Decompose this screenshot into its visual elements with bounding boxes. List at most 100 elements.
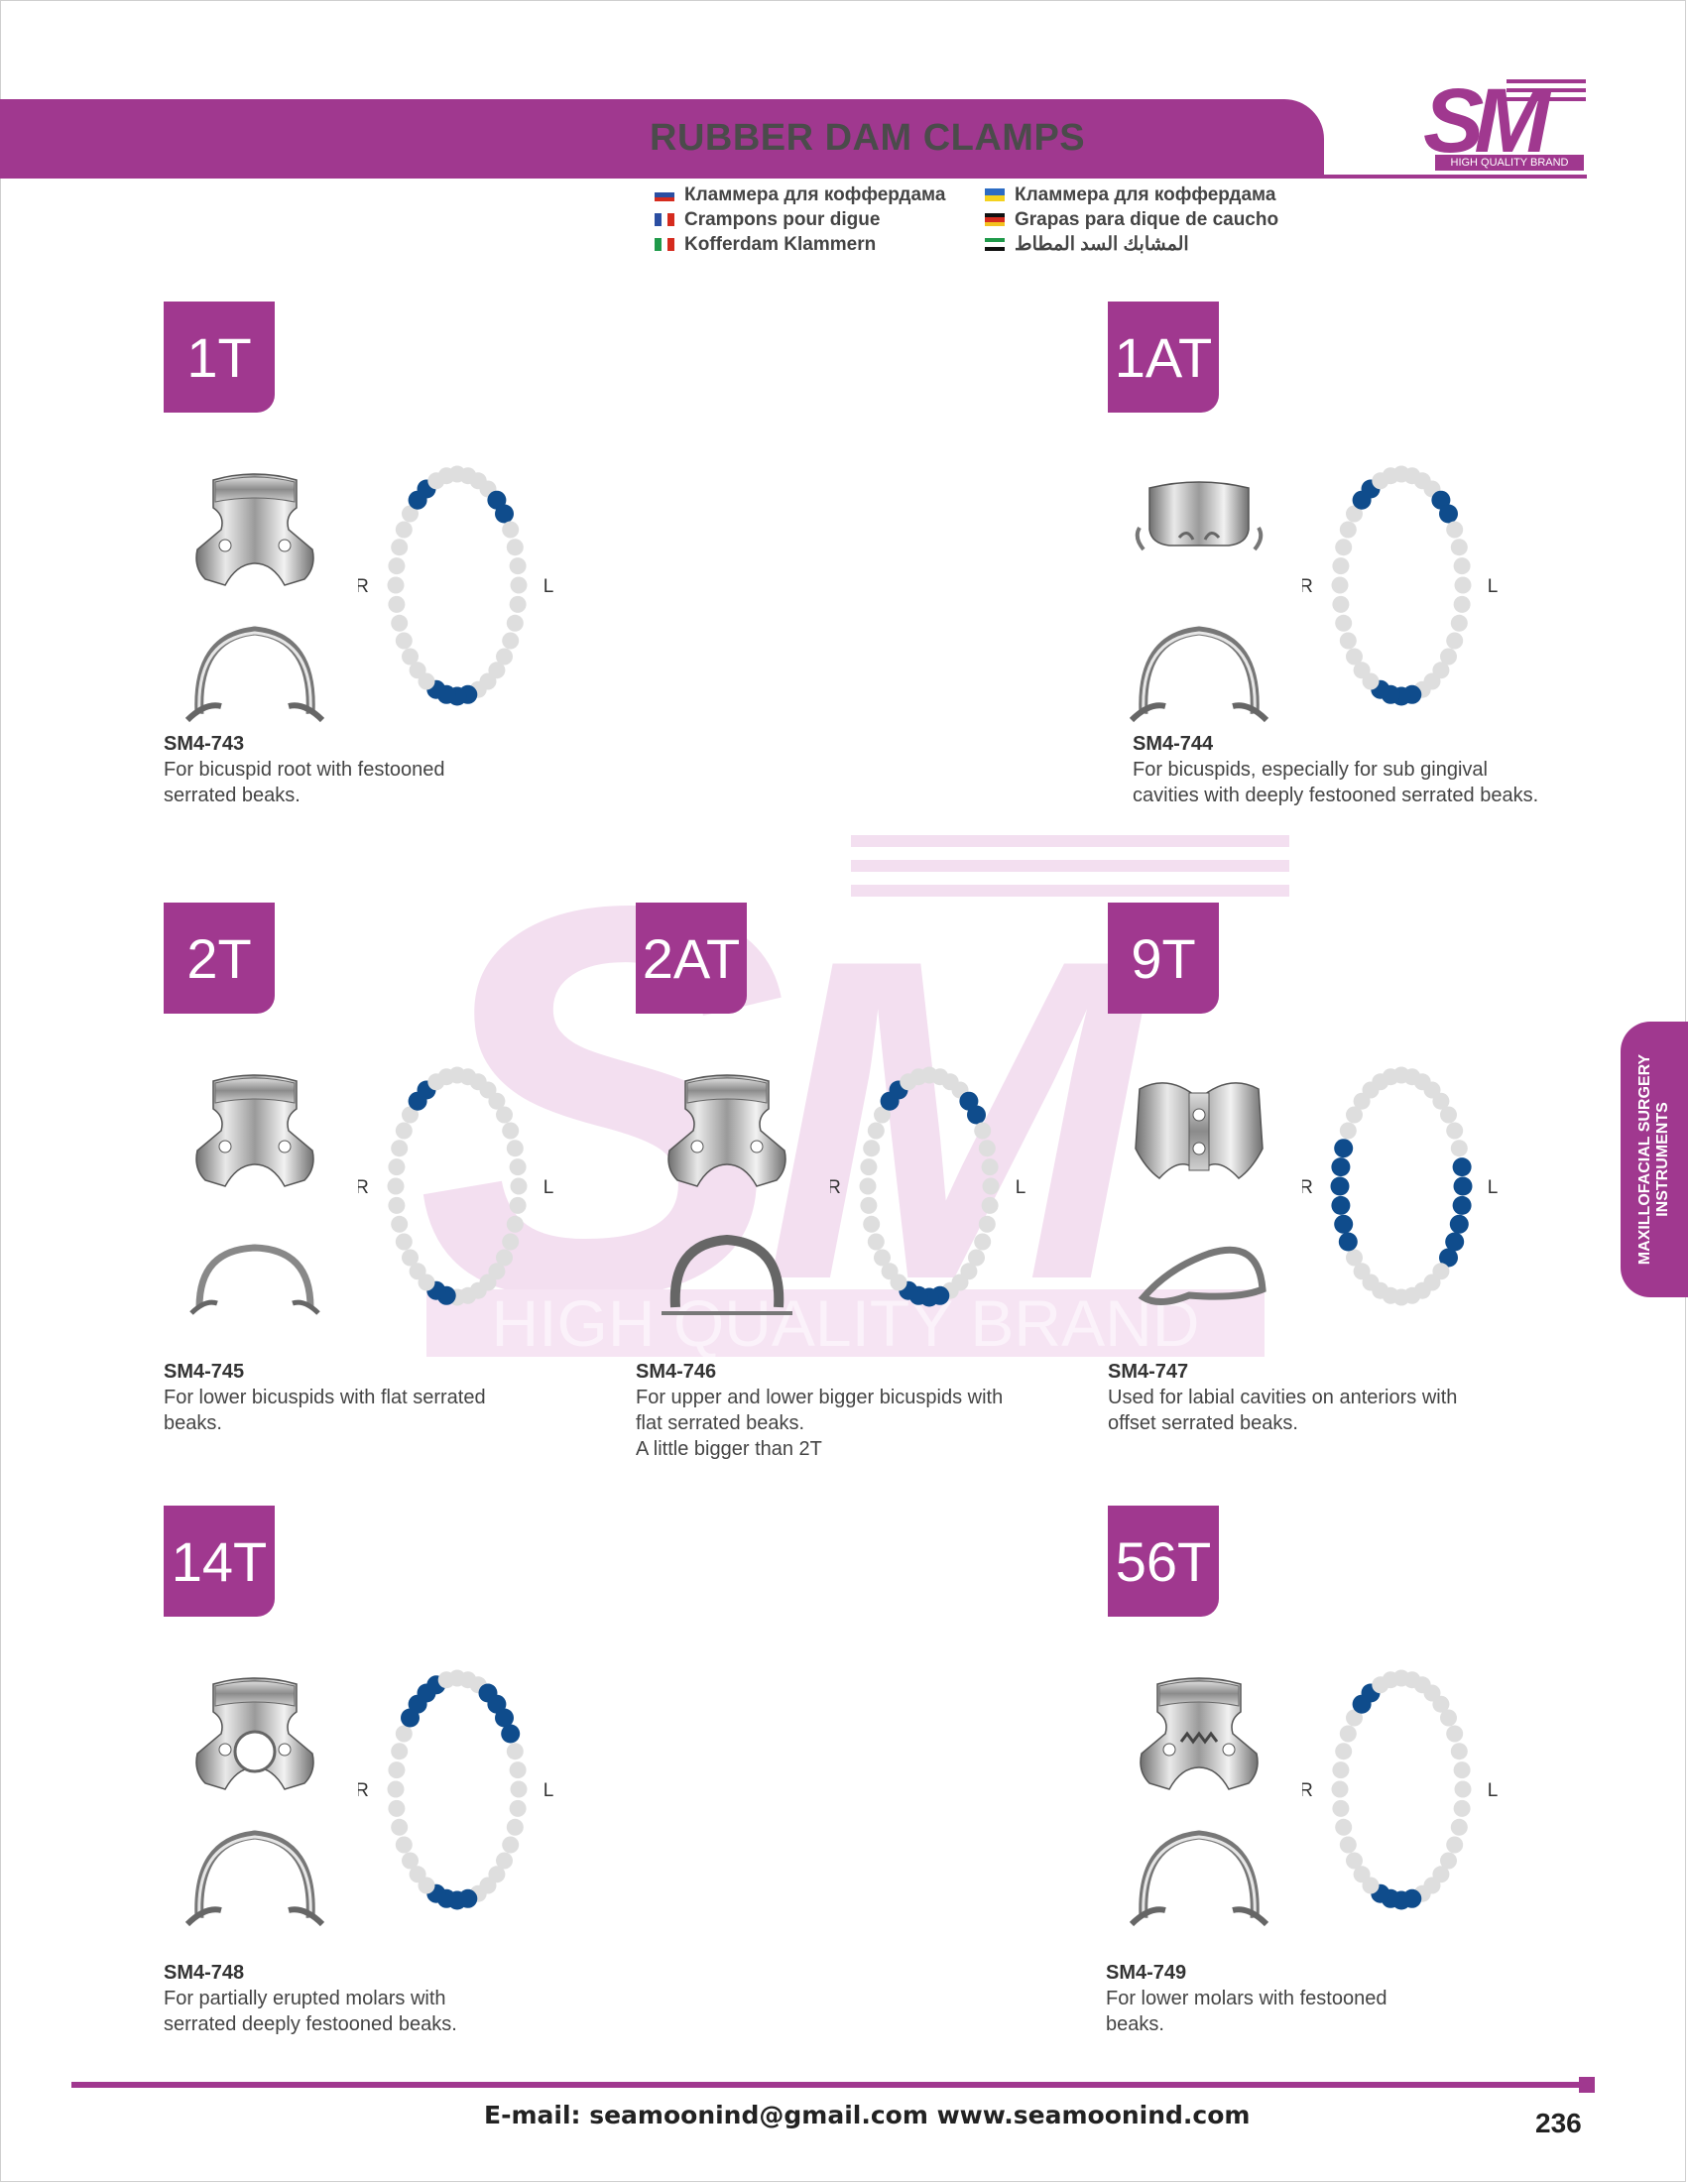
tooth [1440, 1709, 1457, 1727]
tooth [391, 1743, 409, 1760]
logo-stripes [1507, 79, 1586, 106]
tooth [388, 595, 406, 613]
category-side-label: MAXILLOFACIAL SURGERY INSTRUMENTS [1636, 1054, 1672, 1265]
language-label: Кламмера для коффердама [684, 184, 946, 205]
tooth-marked [1331, 1195, 1351, 1215]
tooth [860, 1158, 878, 1176]
russia-flag-icon [655, 188, 674, 201]
tooth [502, 1122, 520, 1140]
tooth [1453, 1761, 1471, 1779]
tooth [1335, 1743, 1353, 1760]
arch-label-right: R [358, 1177, 369, 1198]
tooth-marked [1334, 1214, 1354, 1234]
tooth [1450, 1140, 1468, 1157]
tooth [982, 1177, 1000, 1195]
tooth-marked [1453, 1176, 1473, 1196]
tooth [1346, 648, 1363, 666]
page-number: 236 [1535, 2108, 1582, 2138]
tooth [1339, 1725, 1357, 1743]
tooth [437, 1068, 455, 1086]
brand-logo: SM HIGH QUALITY BRAND [1423, 71, 1592, 177]
tooth [1446, 1725, 1464, 1743]
tooth [863, 1140, 881, 1157]
language-label: المشابك السد المطاط [1015, 234, 1189, 255]
tooth [391, 1818, 409, 1836]
tooth-marked [1338, 1232, 1358, 1252]
tooth [1453, 1799, 1471, 1817]
tooth [1353, 1866, 1371, 1883]
tooth [510, 1177, 528, 1195]
tooth [496, 1106, 513, 1124]
tooth [1382, 467, 1399, 485]
tooth [388, 1799, 406, 1817]
arch-label-right: R [358, 576, 369, 597]
product-code: SM4-749 [1106, 1962, 1187, 1984]
italy-flag-icon [655, 238, 675, 251]
language-label: Кламмера для коффердама [1015, 184, 1276, 205]
tooth [909, 1068, 927, 1086]
tooth [1346, 1852, 1363, 1870]
tooth [395, 1725, 413, 1743]
tooth [1331, 576, 1349, 594]
tooth [1332, 595, 1350, 613]
page-title: RUBBER DAM CLAMPS [650, 117, 1086, 159]
tooth [510, 1780, 528, 1798]
tooth [1332, 1799, 1350, 1817]
product-description-main: For upper and lower bigger bicuspids wit… [636, 1387, 1004, 1434]
tooth [395, 1836, 413, 1854]
tooth [1446, 632, 1464, 650]
tooth [402, 1249, 419, 1267]
tooth [496, 648, 513, 666]
tooth [1346, 1709, 1363, 1727]
tooth [506, 614, 524, 632]
tooth [402, 505, 419, 523]
tooth [1450, 539, 1468, 556]
tooth [510, 576, 528, 594]
tooth [387, 1780, 405, 1798]
product-badge: 2T [164, 903, 275, 1014]
language-item: Grapas para dique de caucho [985, 207, 1278, 232]
tooth-marked [1439, 504, 1458, 524]
tooth [437, 467, 455, 485]
tooth-marked [495, 504, 514, 524]
tooth [867, 1233, 885, 1251]
tooth [496, 1249, 513, 1267]
language-label: Kofferdam Klammern [684, 234, 877, 255]
arch-label-left: L [543, 576, 554, 597]
tooth-marked [1452, 1157, 1472, 1177]
product-code: SM4-748 [164, 1962, 245, 1984]
side-label-line2: INSTRUMENTS [1654, 1102, 1671, 1217]
tooth [387, 1177, 405, 1195]
tooth [1335, 614, 1353, 632]
tooth [968, 1249, 985, 1267]
tooth [859, 1177, 877, 1195]
tooth [1353, 662, 1371, 679]
clamp-image [1130, 1069, 1268, 1325]
tooth [1331, 1780, 1349, 1798]
product-description: Used for labial cavities on anteriors wi… [1108, 1387, 1458, 1434]
tooth [391, 1140, 409, 1157]
arch-label-left: L [543, 1177, 554, 1198]
tooth [1446, 521, 1464, 539]
category-side-tab[interactable] [1621, 1022, 1688, 1297]
language-item: Кламмера для коффердама [655, 182, 945, 207]
header-band [0, 99, 1324, 179]
tooth [860, 1196, 878, 1214]
clamp-illustration [662, 1074, 792, 1315]
product-badge: 1AT [1108, 302, 1219, 413]
tooth [1382, 1671, 1399, 1689]
tooth [1346, 1249, 1363, 1267]
product-badge: 56T [1108, 1506, 1219, 1617]
product-code: SM4-746 [636, 1361, 717, 1383]
tooth [1335, 539, 1353, 556]
logo-tagline: HIGH QUALITY BRAND [1435, 155, 1584, 171]
tooth [978, 1215, 996, 1233]
tooth-marked [1439, 1248, 1458, 1268]
logo-letters: SM [1423, 70, 1550, 172]
side-label-line1: MAXILLOFACIAL SURGERY [1636, 1053, 1653, 1266]
language-item: Kofferdam Klammern [655, 232, 945, 257]
product-badge: 2AT [636, 903, 747, 1014]
